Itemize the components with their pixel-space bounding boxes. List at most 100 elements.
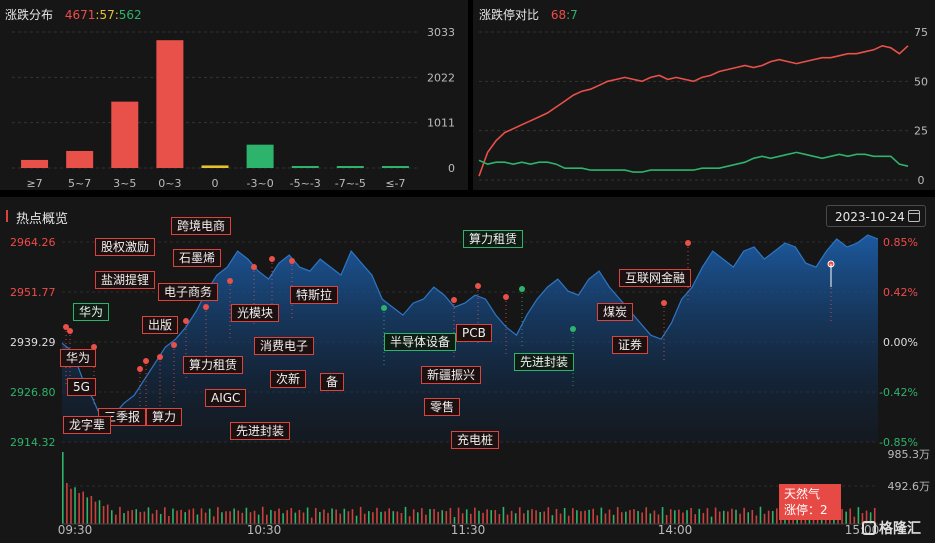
concept-tag[interactable]: 算力租赁 bbox=[183, 356, 244, 374]
count-separator: : bbox=[114, 8, 119, 22]
concept-tag[interactable]: 光模块 bbox=[231, 304, 280, 322]
volume-bar bbox=[335, 509, 337, 524]
volume-bar bbox=[347, 511, 350, 524]
volume-bar bbox=[584, 510, 586, 524]
volume-bar bbox=[319, 511, 321, 524]
volume-bar bbox=[588, 509, 590, 524]
volume-bar bbox=[604, 513, 607, 524]
concept-tag[interactable]: 次新 bbox=[270, 370, 307, 388]
volume-bar bbox=[86, 497, 89, 524]
volume-bar bbox=[237, 510, 240, 524]
volume-bar bbox=[66, 482, 68, 524]
concept-tag[interactable]: 算力租赁 bbox=[463, 230, 524, 248]
concept-tag[interactable]: 华为 bbox=[73, 303, 110, 321]
volume-bar bbox=[290, 508, 293, 524]
concept-tag[interactable]: 算力 bbox=[146, 408, 183, 426]
volume-bar bbox=[767, 510, 770, 524]
volume-bar bbox=[74, 487, 76, 524]
concept-tag[interactable]: 充电桩 bbox=[451, 431, 500, 449]
volume-bar bbox=[653, 510, 656, 524]
concept-tag[interactable]: 5G bbox=[67, 378, 96, 396]
limit-up-line bbox=[478, 44, 909, 177]
bar bbox=[111, 101, 139, 168]
volume-bar bbox=[135, 509, 138, 524]
volume-bar bbox=[327, 512, 329, 524]
volume-bar bbox=[661, 507, 664, 524]
concept-tag[interactable]: 半导体设备 bbox=[384, 333, 457, 351]
bar bbox=[66, 150, 94, 168]
volume-bar bbox=[470, 513, 472, 524]
volume-bar bbox=[449, 507, 452, 524]
volume-bar bbox=[629, 510, 631, 524]
date-picker[interactable]: 2023-10-24 bbox=[826, 205, 926, 227]
concept-tag[interactable]: 石墨烯 bbox=[173, 249, 222, 267]
volume-bar bbox=[176, 510, 178, 524]
bar bbox=[21, 159, 49, 168]
volume-bar bbox=[245, 507, 248, 524]
concept-tag[interactable]: PCB bbox=[456, 324, 492, 342]
concept-tag[interactable]: 零售 bbox=[424, 398, 461, 416]
price-line bbox=[61, 234, 879, 425]
concept-tag[interactable]: 先进封装 bbox=[514, 353, 575, 371]
volume-bar bbox=[78, 493, 80, 524]
distribution-panel: 涨跌分布 4671:57:562 3033 2022 1011 0 ≥7 5~7 3~5 0~… bbox=[0, 0, 468, 190]
volume-bar bbox=[437, 511, 439, 524]
volume-bar bbox=[865, 510, 868, 524]
volume-bar bbox=[433, 509, 435, 524]
concept-tag[interactable]: 股权激励 bbox=[95, 238, 156, 256]
concept-tag[interactable]: 互联网金融 bbox=[619, 269, 692, 287]
concept-tag[interactable]: 出版 bbox=[142, 316, 179, 334]
concept-tag[interactable]: 备 bbox=[320, 373, 345, 391]
volume-bar bbox=[478, 510, 480, 524]
volume-bar bbox=[678, 509, 680, 524]
concept-tag[interactable]: 跨境电商 bbox=[171, 217, 232, 235]
event-marker bbox=[251, 264, 257, 270]
volume-bar bbox=[841, 509, 843, 524]
volume-bar bbox=[188, 509, 191, 524]
event-marker bbox=[475, 283, 481, 289]
volume-bar bbox=[249, 512, 252, 524]
concept-tag[interactable]: AIGC bbox=[205, 389, 247, 407]
concept-tag[interactable]: 煤炭 bbox=[597, 303, 634, 321]
concept-tag[interactable]: 证券 bbox=[612, 336, 649, 354]
volume-bar bbox=[490, 510, 492, 524]
volume-bar bbox=[355, 515, 358, 524]
volume-bar bbox=[376, 507, 378, 524]
concept-tag[interactable]: 新疆振兴 bbox=[421, 366, 482, 384]
volume-bar bbox=[869, 512, 872, 524]
limit-ratio-title: 涨跌停对比 68:7 bbox=[479, 6, 578, 23]
logo-text: 格隆汇 bbox=[879, 521, 921, 537]
volume-bar bbox=[849, 508, 852, 524]
concept-tag[interactable]: 盐湖提锂 bbox=[95, 271, 156, 289]
concept-tag[interactable]: 先进封装 bbox=[230, 422, 291, 440]
volume-tick-label: 985.3万 bbox=[888, 448, 931, 461]
logo-icon bbox=[862, 521, 876, 535]
event-marker bbox=[661, 300, 667, 306]
concept-tag[interactable]: 华为 bbox=[60, 349, 97, 367]
volume-bar bbox=[184, 512, 186, 524]
concept-tag[interactable]: 电子商务 bbox=[158, 283, 219, 301]
count-separator: : bbox=[95, 8, 100, 22]
concept-tag[interactable]: 消费电子 bbox=[254, 337, 315, 355]
volume-bar bbox=[637, 511, 639, 524]
concept-tag[interactable]: 特斯拉 bbox=[290, 286, 339, 304]
volume-bar bbox=[310, 517, 313, 524]
volume-bar bbox=[233, 508, 235, 524]
pct-tick-label: -0.42% bbox=[879, 386, 918, 399]
volume-bar bbox=[461, 513, 464, 524]
volume-bar bbox=[674, 510, 676, 524]
event-marker bbox=[685, 240, 691, 246]
volume-bar bbox=[412, 509, 415, 524]
volume-bar bbox=[62, 452, 64, 524]
concept-tag[interactable]: 龙字辈 bbox=[63, 416, 112, 434]
volume-bar bbox=[600, 507, 603, 524]
volume-bar bbox=[739, 513, 741, 524]
volume-bar bbox=[278, 508, 280, 524]
distribution-title: 涨跌分布 4671:57:562 bbox=[5, 6, 142, 23]
time-tick-label: 11:30 bbox=[451, 523, 486, 537]
volume-bar bbox=[172, 508, 174, 524]
volume-bar bbox=[657, 514, 660, 524]
volume-bar bbox=[143, 511, 146, 524]
limit-up-note[interactable]: 天然气 涨停：2 bbox=[779, 484, 841, 520]
volume-bar bbox=[845, 511, 847, 524]
